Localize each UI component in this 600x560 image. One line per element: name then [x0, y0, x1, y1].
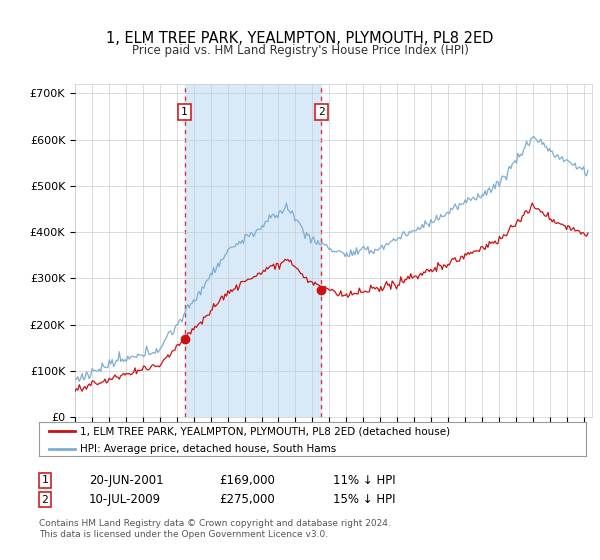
Text: 2: 2: [41, 494, 49, 505]
Text: 10-JUL-2009: 10-JUL-2009: [89, 493, 161, 506]
Text: 1, ELM TREE PARK, YEALMPTON, PLYMOUTH, PL8 2ED: 1, ELM TREE PARK, YEALMPTON, PLYMOUTH, P…: [106, 31, 494, 45]
Text: 1, ELM TREE PARK, YEALMPTON, PLYMOUTH, PL8 2ED (detached house): 1, ELM TREE PARK, YEALMPTON, PLYMOUTH, P…: [80, 426, 450, 436]
Text: 2: 2: [318, 107, 325, 117]
Text: 1: 1: [181, 107, 188, 117]
Text: Contains HM Land Registry data © Crown copyright and database right 2024.
This d: Contains HM Land Registry data © Crown c…: [39, 520, 391, 539]
Text: 15% ↓ HPI: 15% ↓ HPI: [333, 493, 395, 506]
Text: £169,000: £169,000: [219, 474, 275, 487]
Text: £275,000: £275,000: [219, 493, 275, 506]
Text: 1: 1: [41, 475, 49, 486]
Text: Price paid vs. HM Land Registry's House Price Index (HPI): Price paid vs. HM Land Registry's House …: [131, 44, 469, 57]
Text: 20-JUN-2001: 20-JUN-2001: [89, 474, 163, 487]
Bar: [185, 84, 322, 417]
Text: 11% ↓ HPI: 11% ↓ HPI: [333, 474, 395, 487]
Text: HPI: Average price, detached house, South Hams: HPI: Average price, detached house, Sout…: [80, 444, 336, 454]
